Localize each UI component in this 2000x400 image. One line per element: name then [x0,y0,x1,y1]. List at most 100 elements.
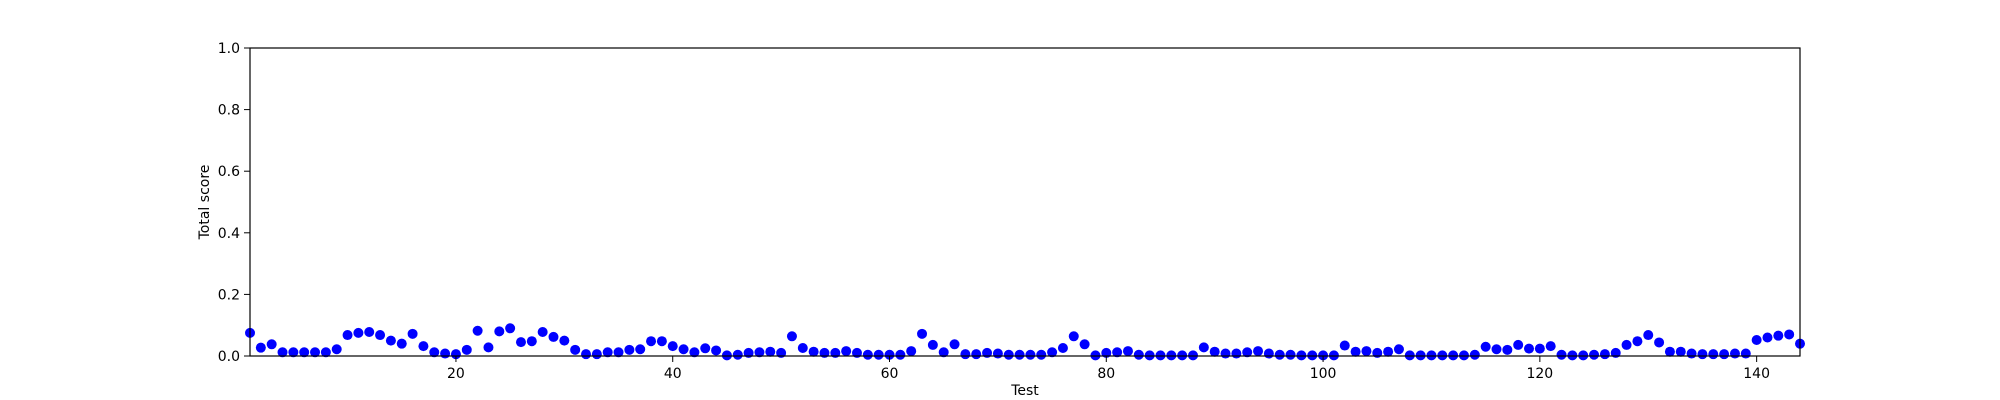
data-point [407,328,418,339]
data-point [1578,350,1589,361]
data-point [1469,349,1480,360]
data-point [1003,349,1014,360]
data-point [1068,331,1079,342]
data-point [971,349,982,360]
data-point [440,348,451,359]
y-tick-label: 0.8 [218,103,240,119]
data-point [483,342,494,353]
data-point [1090,350,1101,361]
data-point [613,347,624,358]
data-point [1719,349,1730,360]
data-point [1231,348,1242,359]
data-point [1296,350,1307,361]
data-point [310,347,321,358]
data-point [1122,346,1133,357]
data-point [1263,348,1274,359]
x-axis: 20 40 60 80 100 120 140 [447,356,1770,382]
data-point [1166,350,1177,361]
data-point [1740,348,1751,359]
data-point [266,339,277,350]
data-point [992,348,1003,359]
x-tick-label: 60 [881,366,899,382]
data-point [1491,344,1502,355]
data-point [1599,349,1610,360]
data-point [581,349,592,360]
data-point [841,346,852,357]
data-point [765,346,776,357]
data-point [938,347,949,358]
data-point [1448,350,1459,361]
data-point [1404,350,1415,361]
data-point [1188,350,1199,361]
data-point [1708,349,1719,360]
data-point [667,341,678,352]
data-point [711,345,722,356]
data-points [245,323,1805,361]
plot-frame [249,47,1801,357]
data-point [1675,346,1686,357]
data-point [1751,334,1762,345]
data-point [1198,342,1209,353]
data-point [1253,346,1264,357]
y-tick-label: 0.2 [218,287,240,303]
y-tick-label: 1.0 [218,41,240,57]
data-point [1112,347,1123,358]
data-point [1556,349,1567,360]
y-axis: 0.0 0.2 0.4 0.6 0.8 1.0 [218,41,250,365]
data-point [1773,330,1784,341]
data-point [1383,346,1394,357]
data-point [1285,349,1296,360]
x-tick-label: 20 [447,366,465,382]
data-point [635,344,646,355]
x-tick-label: 100 [1310,366,1337,382]
data-point [1177,350,1188,361]
data-point [1654,337,1665,348]
data-point [320,347,331,358]
data-point [342,330,353,341]
data-point [1621,339,1632,350]
data-point [288,347,299,358]
x-axis-label: Test [1010,383,1039,399]
data-point [1686,348,1697,359]
data-point [559,335,570,346]
data-point [505,323,516,334]
data-point [548,331,559,342]
y-tick-label: 0.0 [218,349,240,365]
data-point [862,349,873,360]
data-point [1133,349,1144,360]
data-point [689,347,700,358]
data-point [1014,349,1025,360]
data-point [1350,346,1361,357]
data-point [797,342,808,353]
data-point [591,349,602,360]
data-point [960,349,971,360]
data-point [1697,349,1708,360]
data-point [1632,336,1643,347]
data-point [515,337,526,348]
data-point [786,331,797,342]
data-point [1643,330,1654,341]
data-point [1047,347,1058,358]
data-point [353,327,364,338]
data-point [1664,346,1675,357]
data-point [700,343,711,354]
y-axis-label: Total score [197,165,213,241]
data-point [385,335,396,346]
data-point [1458,350,1469,361]
data-point [1307,350,1318,361]
data-point [1567,350,1578,361]
data-point [418,341,429,352]
data-point [602,347,613,358]
data-point [1762,332,1773,343]
data-point [906,346,917,357]
data-point [331,344,342,355]
data-point [1079,339,1090,350]
data-point [1545,341,1556,352]
data-point [450,349,461,360]
data-point [396,338,407,349]
data-point [1144,350,1155,361]
y-tick-label: 0.4 [218,226,240,242]
data-point [1209,346,1220,357]
data-point [1729,348,1740,359]
